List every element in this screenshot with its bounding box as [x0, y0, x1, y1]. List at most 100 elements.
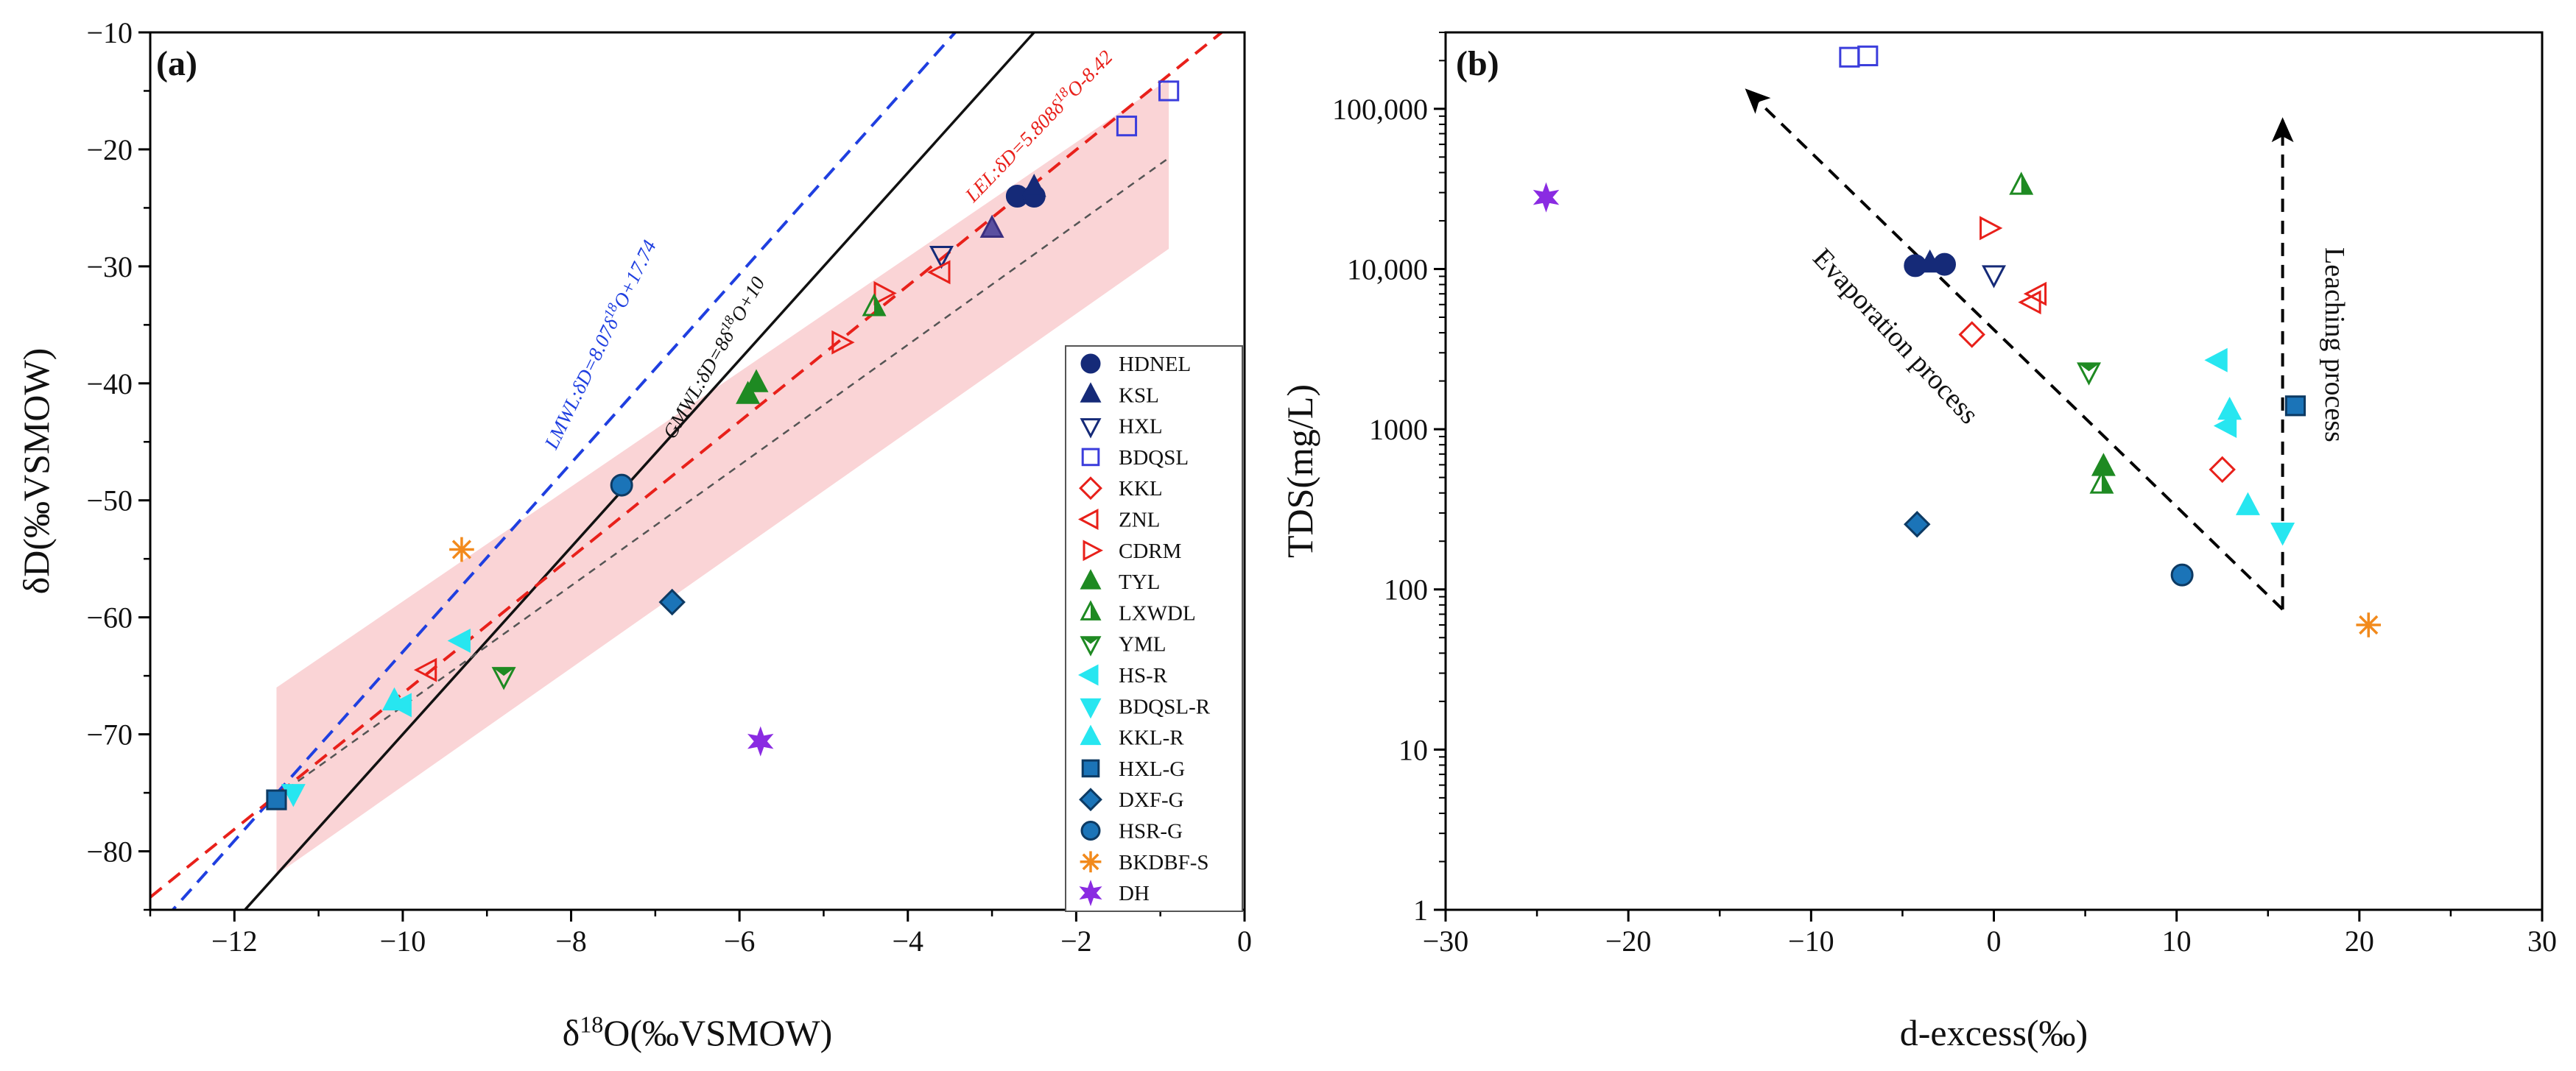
legend-marker-cdrm	[1083, 540, 1104, 562]
point-znl	[927, 260, 951, 285]
point-kkl-r	[382, 687, 407, 711]
legend-marker-bdqsl	[1081, 448, 1100, 467]
y-tick-label: −30	[86, 250, 133, 283]
point-cdrm	[1979, 216, 2003, 241]
x-tick-label: −6	[724, 925, 756, 958]
y-tick-label: −80	[86, 835, 133, 869]
line-label-lmwl: LMWL:δD=8.07δ18O+17.74	[538, 236, 661, 453]
point-hsr-g	[2170, 563, 2194, 587]
point-hsr-g	[610, 473, 633, 497]
panel-b: Evaporation process Leaching process −30 −2…	[1279, 31, 2557, 1053]
legend-label-dxf-g: DXF-G	[1119, 788, 1184, 812]
legend: HDNEL KSL HXL BDQSL KKL ZNL CDRM TYL LXWDL YML HS-…	[1065, 345, 1243, 912]
legend-label-lxwdl: LXWDL	[1119, 601, 1196, 625]
marker-outline	[862, 293, 887, 317]
x-tick-label: 10	[2162, 925, 2192, 958]
point-hxl	[1982, 265, 2006, 289]
legend-marker-hdnel	[1080, 353, 1101, 374]
legend-label-bkdbf-s: BKDBF-S	[1119, 851, 1209, 874]
marker-outline	[491, 667, 516, 690]
legend-label-bdqsl: BDQSL	[1119, 446, 1189, 470]
x-axis-label: d-excess(‰)	[1900, 1012, 2088, 1053]
marker-outline	[2077, 362, 2102, 386]
legend-label-bdqsl-r: BDQSL-R	[1119, 695, 1211, 718]
point-yml	[491, 667, 516, 690]
point-dxf-g	[658, 588, 686, 616]
y-tick-label: 1	[1413, 894, 1428, 927]
legend-marker-hxl-g	[1081, 759, 1100, 778]
panel-label-b: (b)	[1456, 44, 1499, 83]
point-kkl-r	[2235, 492, 2260, 515]
point-ksl	[1918, 249, 1943, 273]
legend-label-hs-r: HS-R	[1119, 664, 1168, 688]
legend-marker-yml	[1080, 636, 1102, 657]
line-fit-lower	[275, 157, 1169, 798]
plot-area-b	[1532, 45, 2382, 637]
y-tick-label: −50	[86, 484, 133, 517]
x-tick-label: −20	[1605, 925, 1652, 958]
marker-fill	[493, 668, 515, 676]
x-tick-label: 20	[2345, 925, 2374, 958]
legend-label-yml: YML	[1119, 633, 1166, 657]
point-dh	[1532, 182, 1560, 213]
marker-outline	[1080, 600, 1102, 621]
plot-frame	[1444, 31, 2544, 911]
y-tick-label: −60	[86, 601, 133, 635]
point-hs-r	[2204, 347, 2228, 372]
point-purple-triangle	[979, 214, 1004, 238]
point-dxf-g	[1904, 511, 1931, 538]
point-bdqsl-r	[2270, 523, 2295, 546]
legend-marker-lxwdl	[1080, 600, 1102, 621]
annotation-evaporation: Evaporation process	[1806, 242, 1985, 430]
x-tick-label: 0	[1237, 925, 1252, 958]
point-kkl	[2209, 456, 2236, 484]
point-tyl	[2091, 453, 2116, 476]
panel-a: LMWL:δD=8.07δ18O+17.74GMWL:δD=8δ18O+10LE…	[15, 16, 1252, 1053]
annotation-leaching: Leaching process	[2319, 247, 2350, 442]
marker-stroke	[2359, 615, 2379, 635]
y-tick-label: −10	[86, 16, 133, 49]
point-znl	[2023, 281, 2047, 306]
legend-label-tyl: TYL	[1119, 570, 1160, 594]
y-tick-label: 1000	[1369, 413, 1428, 446]
point-tyl	[736, 381, 761, 404]
y-tick-label: 10	[1398, 733, 1428, 766]
point-bkdbf-s	[2356, 612, 2382, 637]
point-bdqsl	[1158, 80, 1180, 102]
point-hxl-g	[2284, 395, 2306, 417]
legend-marker-hxl	[1080, 418, 1102, 439]
point-dh	[747, 726, 774, 757]
legend-marker-dxf-g	[1079, 788, 1102, 812]
x-tick-label: −2	[1060, 925, 1092, 958]
y-axis-label: TDS(mg/L)	[1279, 384, 1320, 558]
legend-label-znl: ZNL	[1119, 509, 1160, 532]
legend-label-dh: DH	[1119, 882, 1150, 905]
legend-label-ksl: KSL	[1119, 383, 1159, 407]
point-cdrm	[831, 330, 855, 355]
y-tick-label: −40	[86, 367, 133, 400]
arrow-evaporation	[1745, 88, 2284, 611]
point-bdqsl	[1857, 45, 1879, 67]
legend-label-cdrm: CDRM	[1119, 540, 1181, 563]
point-tyl	[744, 369, 769, 392]
y-tick-label: 10,000	[1347, 252, 1428, 286]
line-gmwl	[243, 32, 1036, 910]
x-tick-label: −4	[892, 925, 923, 958]
y-tick-label: −70	[86, 718, 133, 752]
x-axis-label: δ18O(‰VSMOW)	[563, 1011, 833, 1053]
point-lxwdl	[2009, 172, 2034, 195]
point-bdqsl-r	[281, 784, 306, 807]
point-bdqsl	[1116, 116, 1138, 137]
legend-box	[1065, 345, 1243, 912]
legend-marker-bdqsl-r	[1080, 698, 1102, 719]
legend-label-kkl: KKL	[1119, 477, 1163, 501]
point-kkl	[1958, 321, 1985, 348]
legend-label-hsr-g: HSR-G	[1119, 820, 1183, 844]
legend-marker-kkl	[1079, 476, 1102, 501]
legend-marker-znl	[1077, 509, 1099, 530]
point-hs-r	[2213, 414, 2237, 438]
legend-marker-tyl	[1080, 569, 1102, 590]
marker-stroke	[1082, 853, 1099, 871]
x-tick-label: −10	[380, 925, 426, 958]
